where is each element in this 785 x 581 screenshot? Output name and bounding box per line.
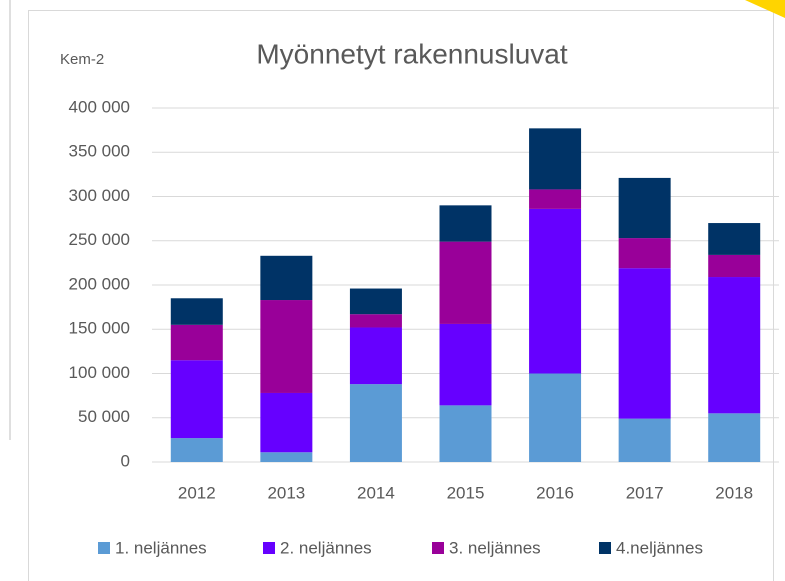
bar-segment	[529, 373, 582, 462]
y-tick-label: 350 000	[69, 142, 130, 161]
bar-segment	[529, 128, 582, 190]
bar-segment	[439, 241, 492, 324]
x-tick-label: 2014	[357, 483, 395, 502]
legend-swatch	[98, 542, 110, 554]
bar-segment	[349, 288, 402, 315]
y-tick-label: 0	[121, 451, 130, 470]
bar-segment	[708, 223, 761, 255]
bar-segment	[260, 452, 313, 462]
legend-label: 2. neljännes	[280, 538, 372, 557]
y-tick-label: 400 000	[69, 97, 130, 116]
x-tick-label: 2017	[626, 483, 664, 502]
y-tick-label: 150 000	[69, 319, 130, 338]
y-tick-label: 250 000	[69, 230, 130, 249]
bar-segment	[170, 324, 223, 361]
legend-label: 1. neljännes	[115, 538, 207, 557]
y-tick-label: 200 000	[69, 274, 130, 293]
x-tick-label: 2018	[715, 483, 753, 502]
bar-segment	[170, 298, 223, 325]
bar-segment	[260, 392, 313, 453]
bar-segment	[529, 189, 582, 209]
corner-accent	[745, 0, 785, 18]
bar-segment	[439, 323, 492, 406]
bar-segment	[618, 177, 671, 239]
x-tick-label: 2013	[267, 483, 305, 502]
y-tick-label: 300 000	[69, 186, 130, 205]
annotation: Kem-2	[60, 51, 104, 68]
bar-segment	[618, 418, 671, 462]
bar-segment	[170, 360, 223, 439]
bar-segment	[260, 255, 313, 301]
bar-segment	[439, 405, 492, 462]
bar-segment	[708, 277, 761, 414]
bar-segment	[618, 238, 671, 269]
y-tick-label: 100 000	[69, 363, 130, 382]
bar-segment	[260, 300, 313, 393]
x-tick-label: 2012	[178, 483, 216, 502]
x-tick-label: 2015	[447, 483, 485, 502]
legend-swatch	[599, 542, 611, 554]
bar-segment	[349, 327, 402, 385]
bar-segment	[439, 205, 492, 242]
bar-segment	[529, 208, 582, 374]
bar-segment	[349, 314, 402, 328]
bar-segment	[708, 413, 761, 462]
y-tick-label: 50 000	[78, 407, 130, 426]
legend-label: 3. neljännes	[449, 538, 541, 557]
x-tick-label: 2016	[536, 483, 574, 502]
legend-label: 4.neljännes	[616, 538, 703, 557]
legend-swatch	[263, 542, 275, 554]
bar-segment	[349, 384, 402, 462]
bar-segment	[618, 268, 671, 419]
chart-title: Myönnetyt rakennusluvat	[256, 38, 568, 69]
bar-segment	[708, 254, 761, 278]
bar-segment	[170, 438, 223, 462]
legend-swatch	[432, 542, 444, 554]
